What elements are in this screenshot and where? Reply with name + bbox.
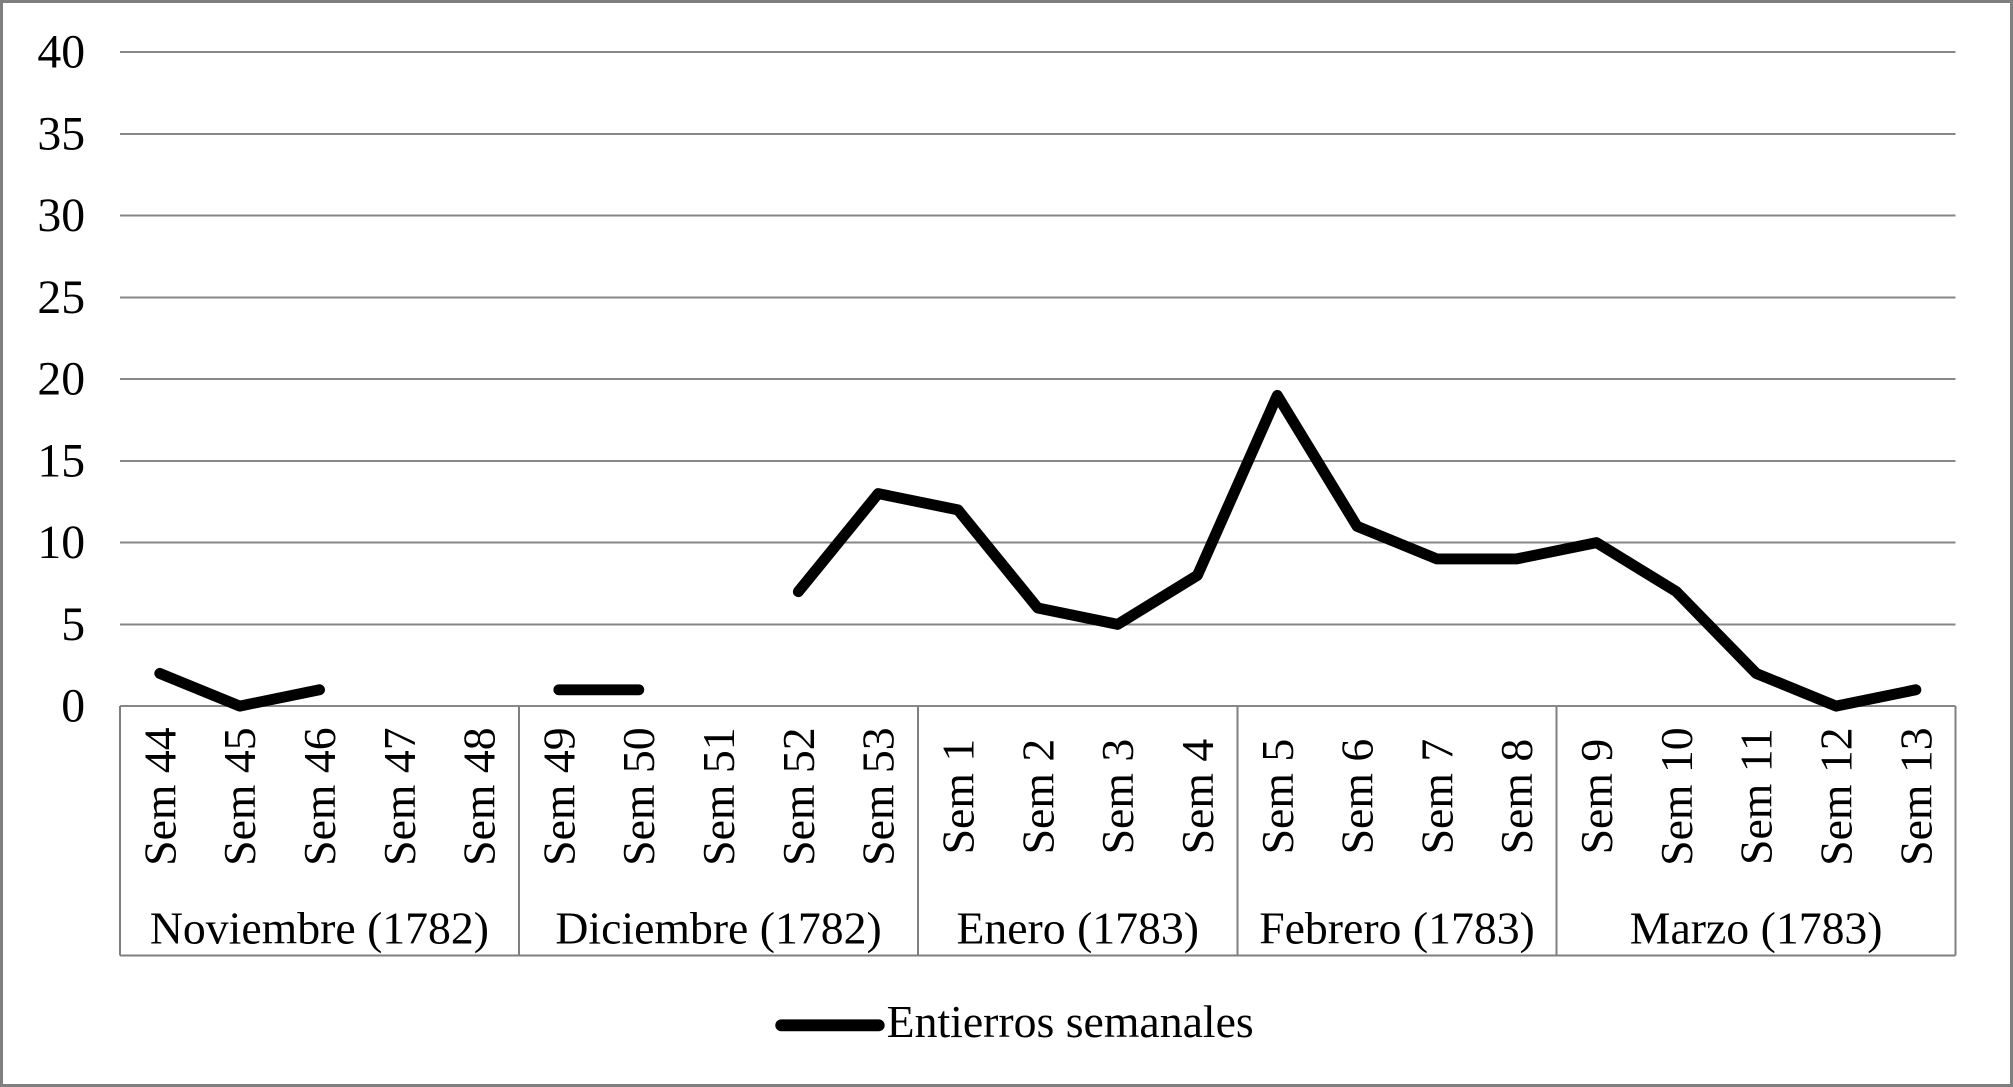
gridlines-group [119,51,1956,708]
week-label-sem-52: Sem 52 [773,727,824,865]
week-label-sem-48: Sem 48 [454,727,505,865]
week-label-sem-50: Sem 50 [613,727,664,865]
month-labels-group: Noviembre (1782) Diciembre (1782) Enero (1… [150,902,1883,953]
week-label-sem-45: Sem 45 [214,727,265,865]
series-line-segment [792,389,1922,712]
week-label-sem-46: Sem 46 [294,727,345,865]
week-label-sem-47: Sem 47 [374,727,425,865]
y-axis-label-40: 40 [37,26,85,79]
week-label-sem-12: Sem 12 [1811,727,1862,865]
y-axis-label-15: 15 [37,434,85,487]
week-label-sem-6: Sem 6 [1332,739,1383,855]
month-label-1: Noviembre (1782) [150,902,489,953]
week-label-sem-10: Sem 10 [1651,727,1702,865]
legend-group: Entierros semanales [775,996,1254,1047]
y-axis-label-10: 10 [37,516,85,569]
y-axis-label-35: 35 [37,107,85,160]
legend-label: Entierros semanales [887,996,1254,1047]
week-label-sem-51: Sem 51 [693,727,744,865]
series-line-segment [154,667,325,712]
week-label-sem-13: Sem 13 [1890,727,1941,865]
week-label-sem-7: Sem 7 [1411,739,1462,855]
y-axis-labels-group: 0 5 10 15 20 25 30 35 40 [37,26,85,733]
data-series-group [154,389,1922,712]
month-label-3: Enero (1783) [956,902,1199,953]
y-axis-label-0: 0 [61,680,85,733]
y-axis-label-25: 25 [37,271,85,324]
y-axis-label-5: 5 [61,598,85,651]
week-label-sem-2: Sem 2 [1012,739,1063,855]
week-label-sem-5: Sem 5 [1252,739,1303,855]
week-labels-group: Sem 44 Sem 45 Sem 46 Sem 47 Sem 48 Sem 49 Sem … [134,727,1941,866]
month-label-5: Marzo (1783) [1630,902,1883,953]
month-label-4: Febrero (1783) [1259,902,1535,953]
category-axis-box-group [118,706,1957,957]
week-label-sem-3: Sem 3 [1092,739,1143,855]
week-label-sem-4: Sem 4 [1172,739,1223,855]
week-label-sem-44: Sem 44 [134,727,185,866]
week-label-sem-1: Sem 1 [933,739,984,855]
y-axis-label-20: 20 [37,353,85,406]
month-label-2: Diciembre (1782) [555,902,881,953]
week-label-sem-11: Sem 11 [1731,728,1782,865]
week-label-sem-8: Sem 8 [1491,739,1542,855]
week-label-sem-9: Sem 9 [1571,739,1622,855]
week-label-sem-49: Sem 49 [533,727,584,865]
y-axis-label-30: 30 [37,189,85,242]
week-label-sem-53: Sem 53 [853,727,904,865]
